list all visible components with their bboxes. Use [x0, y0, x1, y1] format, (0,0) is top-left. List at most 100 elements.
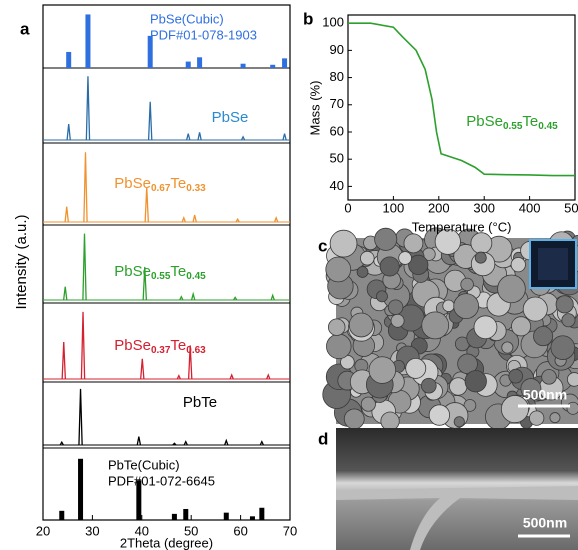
x-tick-label: 30 [85, 523, 99, 538]
grain [387, 299, 404, 315]
diffraction-peak [83, 152, 88, 223]
grain [511, 316, 532, 337]
cross-section-band [336, 486, 578, 550]
grain [566, 401, 578, 415]
diffraction-peak [140, 358, 145, 380]
x-tick-label: 400 [519, 200, 541, 215]
label-part: 0.55 [151, 271, 171, 282]
panel-label: b [303, 9, 313, 28]
diffraction-peak [270, 293, 275, 301]
grain [474, 251, 487, 264]
diffraction-peak [136, 436, 142, 446]
diffraction-peak [190, 291, 196, 301]
grain [460, 277, 474, 292]
label-part: PbSe [212, 109, 249, 126]
diffraction-peak [240, 135, 246, 141]
reference-bar [197, 57, 203, 68]
grain [549, 412, 561, 424]
grain [368, 356, 397, 384]
grain [520, 378, 542, 400]
series-label: PbSe0.55Te0.45 [466, 113, 558, 132]
grain [442, 299, 455, 312]
diffraction-peak [181, 215, 186, 223]
y-tick-label: 70 [330, 96, 344, 111]
panel-label: a [20, 19, 30, 38]
reference-label: PDF#01-072-6645 [108, 473, 215, 488]
diffraction-peak [179, 295, 184, 301]
grain [405, 357, 427, 379]
diffraction-peak [192, 214, 197, 223]
plot-frame [42, 4, 291, 521]
diffraction-peak [273, 215, 279, 223]
grain [403, 233, 424, 254]
diffraction-peak [82, 233, 87, 301]
reference-bar [59, 510, 65, 520]
grain [428, 404, 450, 426]
diffraction-peak [172, 442, 177, 446]
grain [374, 227, 398, 251]
grain [510, 257, 526, 273]
grain [497, 274, 526, 304]
sem-cross-section [336, 428, 578, 550]
y-tick-label: 80 [330, 69, 344, 84]
reference-bar [240, 63, 246, 68]
grain [360, 396, 376, 412]
reference-bar [136, 480, 142, 520]
y-tick-label: 40 [330, 178, 344, 193]
diffraction-peak [78, 388, 83, 446]
label-part: PbSe [114, 337, 151, 354]
reference-bar [66, 51, 72, 68]
grain [348, 312, 374, 338]
grain [328, 318, 346, 336]
x-axis-label: Temperature (°C) [412, 219, 512, 234]
diffraction-peak [259, 440, 265, 446]
label-part: 0.63 [186, 345, 206, 356]
diffraction-peak [147, 101, 153, 141]
inset-sample [538, 248, 568, 280]
reference-bar [78, 458, 84, 520]
label-part: 0.45 [538, 121, 558, 132]
diffraction-peak [142, 266, 148, 301]
reference-bar [282, 58, 288, 68]
grain [329, 229, 358, 258]
diffraction-peak [235, 217, 240, 223]
grain [561, 313, 576, 328]
reference-bar [171, 513, 177, 520]
x-tick-label: 0 [344, 200, 351, 215]
grain [555, 295, 574, 314]
grain [533, 326, 554, 347]
x-tick-label: 60 [233, 523, 247, 538]
label-part: PbTe [183, 394, 217, 411]
series-label: PbSe0.37Te0.63 [114, 337, 206, 356]
grain [421, 311, 450, 340]
scale-bar-label: 500nm [523, 515, 567, 531]
series-label: PbTe [183, 394, 217, 411]
grain [500, 395, 529, 424]
label-part: PbSe [114, 175, 151, 192]
grain [420, 377, 437, 394]
grain [343, 408, 365, 430]
diffraction-peak [266, 373, 271, 380]
grain [390, 313, 405, 328]
diffraction-peak [197, 132, 202, 141]
grain [566, 372, 578, 387]
y-axis-label: Intensity (a.u.) [13, 214, 30, 309]
grain [325, 256, 352, 283]
label-part: 0.33 [186, 183, 206, 194]
grain [470, 232, 493, 255]
label-part: 0.55 [503, 121, 523, 132]
diffraction-peak [187, 345, 193, 380]
grain [356, 266, 369, 278]
y-axis-label: Mass (%) [307, 81, 322, 136]
y-tick-label: 60 [330, 123, 344, 138]
grain [449, 377, 468, 396]
reference-bar [270, 64, 276, 68]
grain [360, 250, 375, 266]
y-tick-label: 50 [330, 151, 344, 166]
scale-bar-label: 500nm [523, 387, 567, 403]
reference-label: PbSe(Cubic) [150, 11, 224, 26]
label-part: Te [170, 337, 186, 354]
grain [376, 290, 388, 303]
grain [463, 399, 477, 412]
